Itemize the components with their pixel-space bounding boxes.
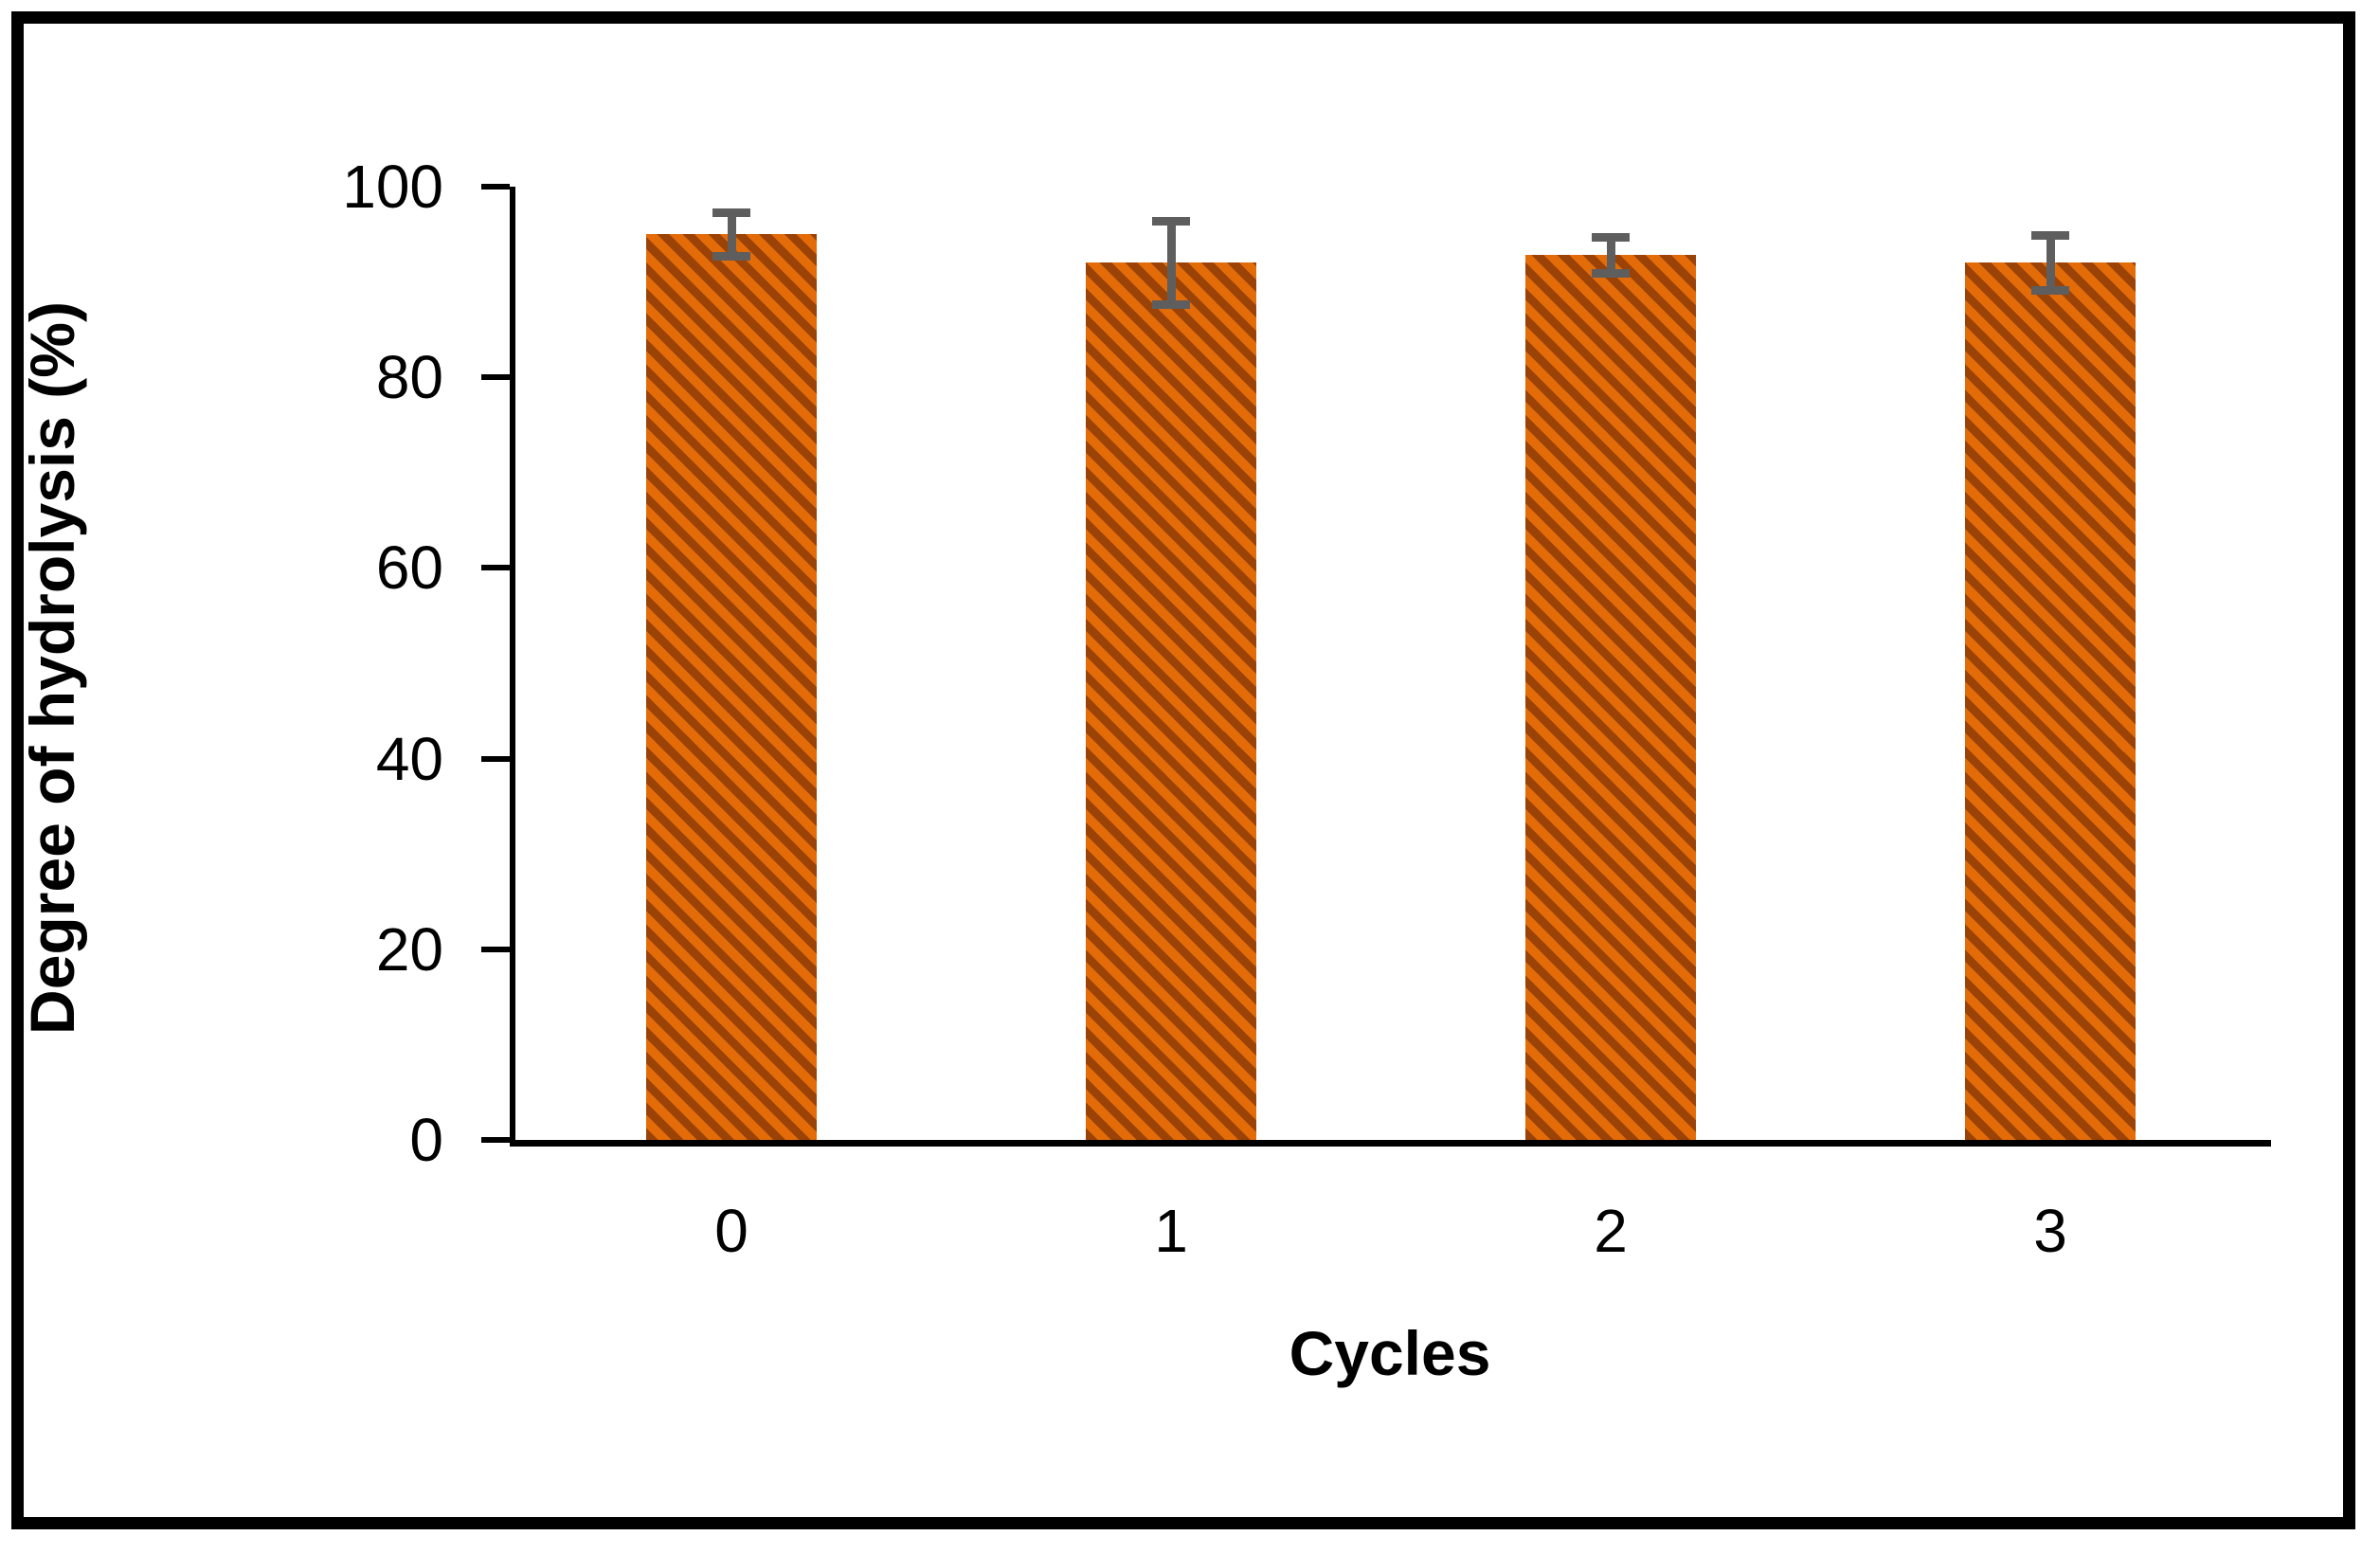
error-bar-cap — [1152, 216, 1190, 226]
y-axis-title: Degree of hydrolysis (%) — [17, 301, 87, 1035]
y-axis-tick-mark — [481, 565, 510, 571]
error-bar-line — [1606, 237, 1615, 274]
y-axis-line — [510, 187, 515, 1146]
error-bar-cap — [1152, 300, 1190, 310]
bar-cycle-2 — [1525, 255, 1696, 1140]
y-axis-tick-label: 80 — [375, 343, 443, 412]
figure-border-frame — [11, 11, 2355, 1529]
x-axis-category-label: 2 — [1594, 1197, 1628, 1265]
error-bar-line — [2046, 235, 2055, 291]
error-bar-cap — [2031, 230, 2069, 240]
error-bar-cap — [1592, 232, 1630, 242]
y-axis-tick-mark — [481, 184, 510, 190]
y-axis-tick-label: 60 — [375, 533, 443, 603]
y-axis-tick-mark — [481, 946, 510, 952]
bar-cycle-0 — [646, 234, 817, 1140]
error-bar-cap — [1592, 269, 1630, 279]
y-axis-tick-mark — [481, 1137, 510, 1143]
x-axis-category-label: 1 — [1154, 1197, 1188, 1265]
y-axis-tick-mark — [481, 755, 510, 762]
error-bar-cap — [712, 251, 750, 261]
x-axis-category-label: 0 — [714, 1197, 748, 1265]
x-axis-category-label: 3 — [2033, 1197, 2067, 1265]
x-axis-title: Cycles — [1289, 1318, 1491, 1388]
x-axis-line — [510, 1140, 2271, 1147]
bar-cycle-3 — [1965, 262, 2136, 1140]
error-bar-cap — [712, 208, 750, 217]
y-axis-tick-mark — [481, 374, 510, 381]
y-axis-tick-label: 0 — [409, 1106, 443, 1174]
error-bar-line — [727, 212, 736, 257]
y-axis-tick-label: 100 — [342, 153, 443, 221]
bar-cycle-1 — [1086, 262, 1256, 1140]
error-bar-line — [1166, 221, 1176, 305]
y-axis-tick-label: 40 — [375, 724, 443, 793]
y-axis-tick-label: 20 — [375, 914, 443, 984]
error-bar-cap — [2031, 286, 2069, 296]
